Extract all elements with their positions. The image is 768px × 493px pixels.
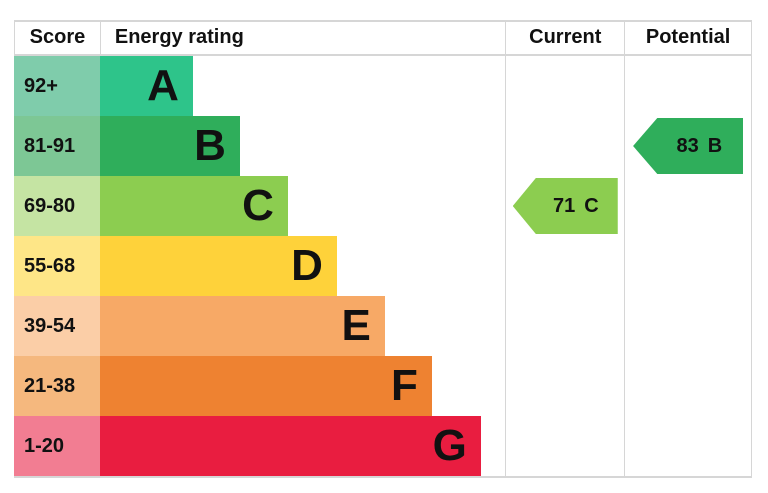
band-row-c: 69-80 C 71 C <box>14 176 751 236</box>
current-band: C <box>584 194 599 217</box>
potential-cell <box>624 176 751 236</box>
energy-rating-cell: G <box>99 416 505 476</box>
band-row-e: 39-54 E <box>14 296 751 356</box>
band-bar: G <box>99 416 481 476</box>
band-row-g: 1-20 G <box>14 416 751 476</box>
current-cell <box>505 236 624 296</box>
band-row-a: 92+ A <box>14 56 751 116</box>
band-letter: D <box>291 241 323 290</box>
potential-cell <box>624 416 751 476</box>
current-arrow: 71 C <box>512 178 618 234</box>
current-cell <box>505 356 624 416</box>
score-cell: 69-80 <box>14 176 100 236</box>
band-bar: E <box>99 296 385 356</box>
band-letter: G <box>432 421 467 470</box>
current-cell: 71 C <box>505 176 624 236</box>
band-bar: C <box>99 176 288 236</box>
energy-rating-cell: B <box>99 116 505 176</box>
band-letter: F <box>391 361 418 410</box>
potential-cell: 83 B <box>624 116 751 176</box>
band-row-f: 21-38 F <box>14 356 751 416</box>
epc-chart: Score Energy rating Current Potential 92… <box>14 20 752 478</box>
potential-cell <box>624 296 751 356</box>
band-letter: A <box>147 61 179 110</box>
band-bar: B <box>99 116 240 176</box>
score-cell: 81-91 <box>14 116 100 176</box>
band-bar: D <box>99 236 337 296</box>
potential-arrow: 83 B <box>633 118 744 174</box>
score-cell: 39-54 <box>14 296 100 356</box>
band-letter: C <box>242 181 274 230</box>
current-cell <box>505 416 624 476</box>
score-header: Score <box>14 22 100 54</box>
energy-rating-cell: E <box>99 296 505 356</box>
current-cell <box>505 296 624 356</box>
band-letter: E <box>341 301 371 350</box>
band-bar: A <box>99 56 193 116</box>
band-bar: F <box>99 356 432 416</box>
energy-rating-cell: A <box>99 56 505 116</box>
score-cell: 55-68 <box>14 236 100 296</box>
band-row-d: 55-68 D <box>14 236 751 296</box>
header-row: Score Energy rating Current Potential <box>14 22 751 56</box>
energy-rating-header: Energy rating <box>99 22 505 54</box>
energy-rating-cell: F <box>99 356 505 416</box>
score-cell: 21-38 <box>14 356 100 416</box>
energy-rating-cell: C <box>99 176 505 236</box>
band-letter: B <box>194 121 226 170</box>
potential-header: Potential <box>624 22 751 54</box>
potential-cell <box>624 56 751 116</box>
current-value: 71 <box>553 194 576 217</box>
score-cell: 92+ <box>14 56 100 116</box>
score-cell: 1-20 <box>14 416 100 476</box>
potential-cell <box>624 356 751 416</box>
potential-value: 83 <box>676 134 699 157</box>
potential-cell <box>624 236 751 296</box>
current-cell <box>505 56 624 116</box>
potential-band: B <box>707 134 723 157</box>
energy-rating-cell: D <box>99 236 505 296</box>
band-row-b: 81-91 B 83 B <box>14 116 751 176</box>
current-header: Current <box>505 22 624 54</box>
current-cell <box>505 116 624 176</box>
